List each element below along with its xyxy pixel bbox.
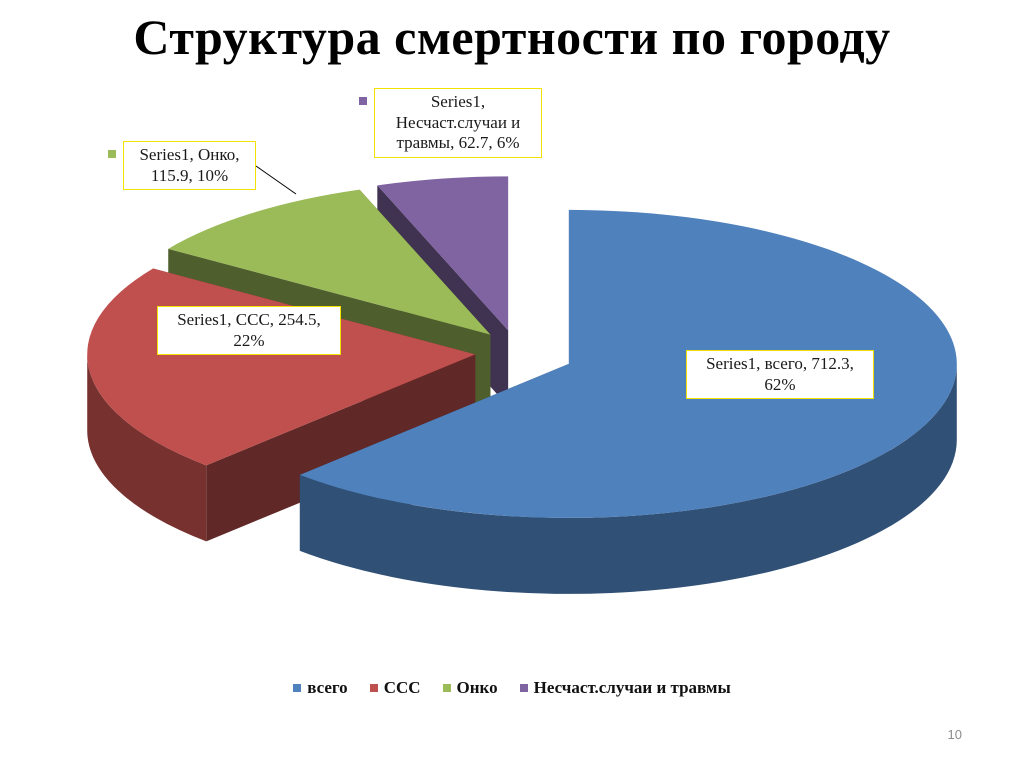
data-label-vsego: Series1, всего, 712.3, 62% [686,350,874,400]
data-label-line: 115.9, 10% [150,165,229,185]
slice-rim [87,354,207,542]
legend-label: ССС [383,678,421,697]
data-label-line: 62% [764,374,796,394]
data-label-line: 22% [233,330,265,350]
legend-label: Онко [456,678,498,697]
legend-swatch-icon [442,684,451,692]
leader-line [255,165,297,195]
legend-item: всего [293,678,348,698]
data-label-line: Series1, [430,92,486,111]
data-label-sss: Series1, ССС, 254.5, 22% [157,306,341,356]
legend-swatch-icon [369,684,378,692]
data-label-line: Несчаст.случаи и [395,112,521,132]
data-label-onko: Series1, Онко, 115.9, 10% [108,141,256,191]
pie-slice-0 [299,209,957,594]
data-label-neschast: Series1, Несчаст.случаи и травмы, 62.7, … [359,88,542,159]
legend-swatch-icon [293,684,302,692]
page-number: 10 [947,727,962,742]
chart-legend: всего ССС Онко Несчаст.случаи и травмы [0,678,1024,698]
slice-top [377,176,509,331]
slice-rim [299,363,957,594]
data-label-line: Series1, ССС, 254.5, [177,310,321,329]
legend-item: Несчаст.случаи и травмы [519,678,731,698]
slide-title: Структура смертности по городу [133,9,891,65]
legend-swatch-icon [519,684,528,692]
legend-item: ССС [369,678,421,698]
legend-item: Онко [442,678,498,698]
data-label-line: Series1, всего, 712.3, [706,354,854,373]
legend-label: всего [307,678,348,697]
slice-top [299,209,957,518]
data-label-key-icon [108,150,116,158]
data-label-line: травмы, 62.7, 6% [396,133,520,153]
data-label-key-icon [359,97,367,105]
legend-label: Несчаст.случаи и травмы [533,678,731,697]
slice-top [168,189,491,335]
data-label-line: Series1, Онко, [139,145,240,164]
